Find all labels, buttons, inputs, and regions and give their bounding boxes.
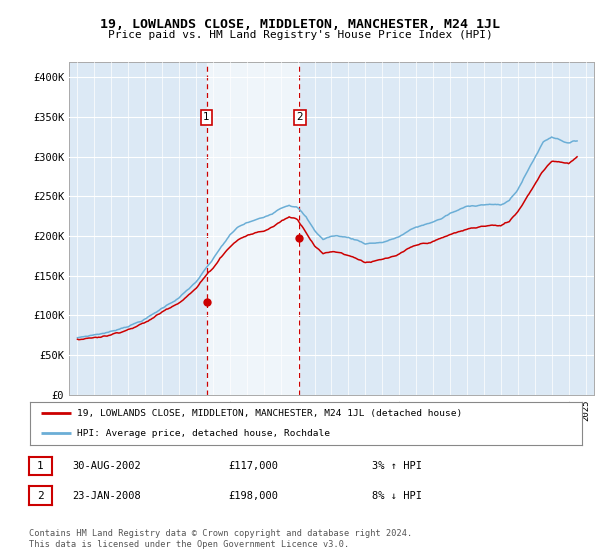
Text: 19, LOWLANDS CLOSE, MIDDLETON, MANCHESTER, M24 1JL: 19, LOWLANDS CLOSE, MIDDLETON, MANCHESTE… bbox=[100, 18, 500, 31]
Text: 30-AUG-2002: 30-AUG-2002 bbox=[72, 461, 141, 471]
Text: Price paid vs. HM Land Registry's House Price Index (HPI): Price paid vs. HM Land Registry's House … bbox=[107, 30, 493, 40]
Text: 2: 2 bbox=[296, 112, 303, 122]
Bar bbox=[208, 62, 299, 395]
Text: HPI: Average price, detached house, Rochdale: HPI: Average price, detached house, Roch… bbox=[77, 429, 330, 438]
Text: 1: 1 bbox=[37, 461, 44, 471]
Text: £117,000: £117,000 bbox=[228, 461, 278, 471]
Text: 2: 2 bbox=[37, 491, 44, 501]
Text: £198,000: £198,000 bbox=[228, 491, 278, 501]
Text: 1: 1 bbox=[203, 112, 210, 122]
Text: 8% ↓ HPI: 8% ↓ HPI bbox=[372, 491, 422, 501]
Text: 3% ↑ HPI: 3% ↑ HPI bbox=[372, 461, 422, 471]
Text: Contains HM Land Registry data © Crown copyright and database right 2024.
This d: Contains HM Land Registry data © Crown c… bbox=[29, 529, 412, 549]
Text: 23-JAN-2008: 23-JAN-2008 bbox=[72, 491, 141, 501]
Text: 19, LOWLANDS CLOSE, MIDDLETON, MANCHESTER, M24 1JL (detached house): 19, LOWLANDS CLOSE, MIDDLETON, MANCHESTE… bbox=[77, 409, 462, 418]
